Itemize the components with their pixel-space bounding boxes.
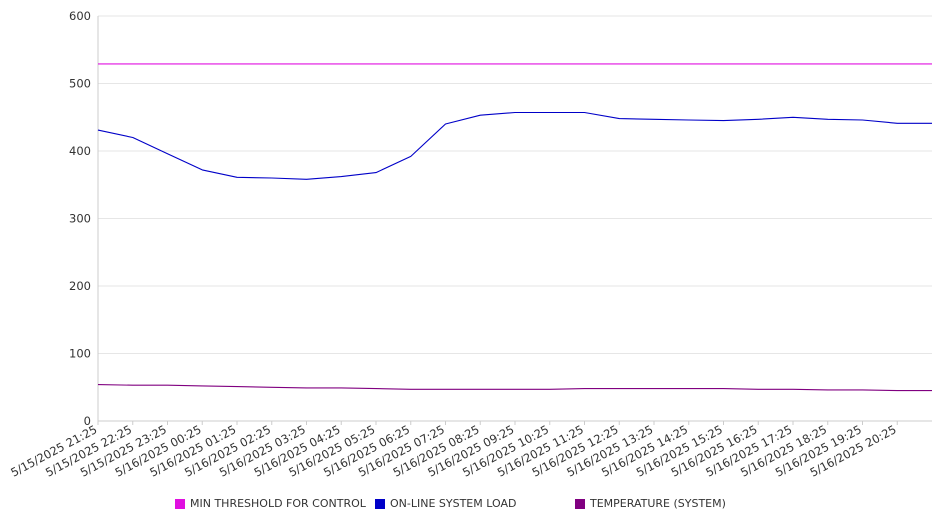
series-lines <box>97 63 932 392</box>
y-tick-label: 300 <box>69 212 91 226</box>
legend: MIN THRESHOLD FOR CONTROL ON-LINE SYSTEM… <box>0 497 946 517</box>
series-line-1 <box>97 111 932 180</box>
y-tick-label: 0 <box>84 414 91 428</box>
legend-label-temperature: TEMPERATURE (SYSTEM) <box>590 497 726 510</box>
y-tick-label: 500 <box>69 77 91 91</box>
legend-swatch-system-load <box>375 498 385 509</box>
axes <box>97 16 932 425</box>
y-tick-label: 200 <box>69 279 91 293</box>
y-tick-label: 100 <box>69 347 91 361</box>
legend-swatch-min-threshold <box>175 498 185 509</box>
legend-item-temperature[interactable]: TEMPERATURE (SYSTEM) <box>575 497 726 510</box>
legend-item-min-threshold[interactable]: MIN THRESHOLD FOR CONTROL <box>175 497 366 510</box>
legend-swatch-temperature <box>575 498 585 509</box>
legend-label-min-threshold: MIN THRESHOLD FOR CONTROL <box>190 497 366 510</box>
grid-lines <box>98 15 932 354</box>
y-tick-label: 600 <box>69 9 91 23</box>
legend-item-system-load[interactable]: ON-LINE SYSTEM LOAD <box>375 497 516 510</box>
legend-label-system-load: ON-LINE SYSTEM LOAD <box>390 497 517 510</box>
y-tick-label: 400 <box>69 144 91 158</box>
series-line-2 <box>97 384 932 392</box>
